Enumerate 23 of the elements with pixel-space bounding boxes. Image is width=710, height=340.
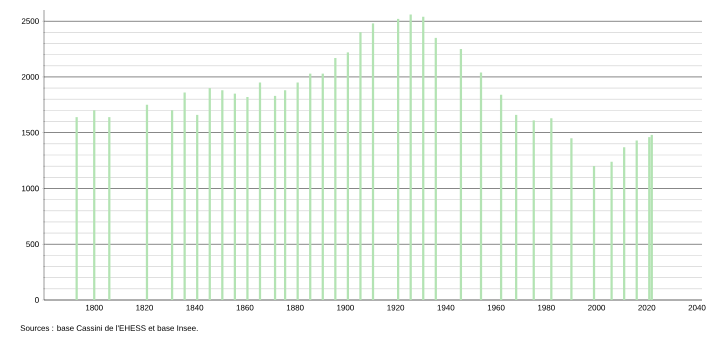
bar xyxy=(234,94,236,300)
bar xyxy=(76,117,78,300)
bar xyxy=(550,118,552,300)
bar xyxy=(93,110,96,300)
bar xyxy=(208,88,211,300)
bar xyxy=(636,140,638,300)
bar xyxy=(623,147,626,300)
bar xyxy=(108,117,110,300)
bar xyxy=(396,18,400,300)
bar xyxy=(532,120,535,300)
bar xyxy=(648,137,650,300)
bar xyxy=(309,74,312,300)
bar xyxy=(322,74,324,300)
bar xyxy=(410,14,412,300)
bar xyxy=(422,16,424,300)
bar xyxy=(650,134,653,300)
bar xyxy=(196,114,198,300)
bar xyxy=(184,92,186,300)
bar xyxy=(221,90,224,300)
bar xyxy=(334,58,336,300)
bar xyxy=(296,82,299,300)
bar xyxy=(515,114,518,300)
bar xyxy=(434,38,437,300)
